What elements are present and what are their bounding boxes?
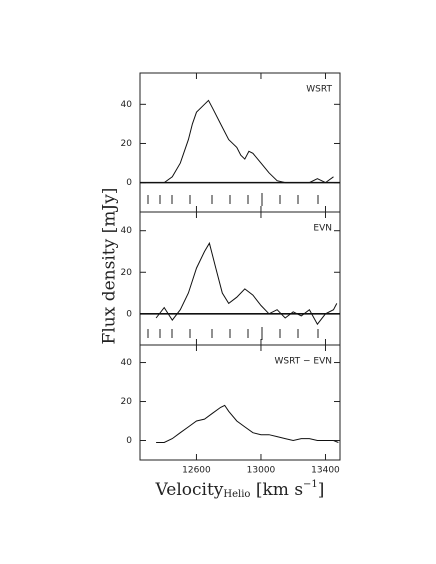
y-tick-label: 0 [126,436,132,446]
velocity-markers [147,193,319,340]
panel-label: EVN [313,224,332,234]
y-tick-label: 20 [121,397,133,407]
x-label-part: ] [318,480,325,500]
x-axis-label: VelocityHelio [km s−1] [155,479,325,500]
panel-label: WSRT − EVN [274,357,332,367]
x-label-part: Velocity [155,480,224,500]
x-label-part: [km s [250,480,303,500]
spectrum-line [156,404,339,443]
x-tick-label: 13400 [311,466,340,476]
y-tick-label: 0 [126,178,132,188]
y-tick-label: 40 [121,226,133,236]
spectrum-line [155,241,338,326]
y-axis-label: Flux density [mJy] [100,188,120,345]
x-tick-label: 12600 [182,466,211,476]
y-tick-label: 20 [121,268,133,278]
spectrum-line [163,99,334,184]
panel-label: WSRT [306,85,332,95]
y-tick-label: 0 [126,309,132,319]
y-tick-label: 40 [121,100,133,110]
y-tick-label: 40 [121,358,133,368]
y-tick-label: 20 [121,139,133,149]
x-label-part: −1 [303,479,318,490]
x-label-part: Helio [223,489,250,500]
x-tick-label: 13000 [247,466,276,476]
panel-frame [139,211,341,346]
panel-frame [139,344,341,461]
